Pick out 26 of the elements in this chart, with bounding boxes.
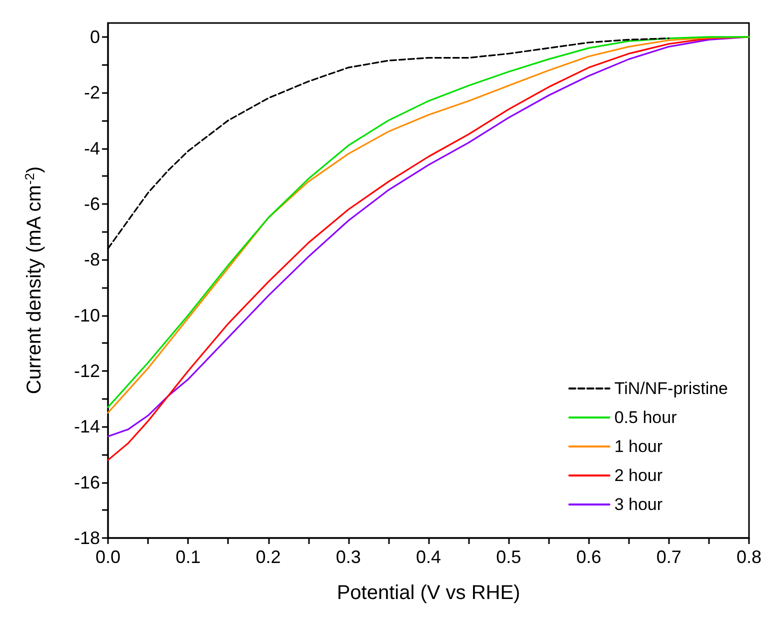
x-tick-label: 0.5	[496, 547, 522, 567]
y-tick-label: 0	[90, 26, 100, 47]
y-tick-label: -6	[84, 194, 100, 214]
legend-label: 2 hour	[614, 466, 663, 485]
x-tick-label: 0.0	[95, 547, 121, 567]
x-tick-label: 0.2	[256, 547, 281, 567]
x-tick-label: 0.1	[176, 547, 201, 567]
legend-label: 1 hour	[614, 437, 663, 456]
x-tick-label: 0.7	[656, 547, 682, 567]
x-axis-title: Potential (V vs RHE)	[336, 582, 520, 604]
y-tick-label: -2	[84, 82, 100, 103]
x-tick-label: 0.8	[736, 547, 762, 567]
y-tick-label: -4	[84, 138, 100, 158]
x-tick-label: 0.3	[336, 547, 361, 567]
y-tick-label: -10	[74, 305, 100, 326]
x-tick-label: 0.6	[576, 547, 602, 567]
y-tick-label: -12	[74, 360, 100, 381]
x-tick-label: 0.4	[416, 547, 442, 567]
y-tick-label: -8	[84, 250, 100, 270]
y-tick-label: -18	[74, 528, 100, 548]
legend-label: 0.5 hour	[614, 408, 678, 427]
y-tick-label: -16	[74, 472, 100, 492]
y-axis-title: Current density (mA cm-2)	[22, 166, 46, 394]
legend-label: TiN/NF-pristine	[614, 379, 728, 398]
legend-label: 3 hour	[614, 495, 663, 514]
y-tick-label: -14	[74, 416, 100, 437]
